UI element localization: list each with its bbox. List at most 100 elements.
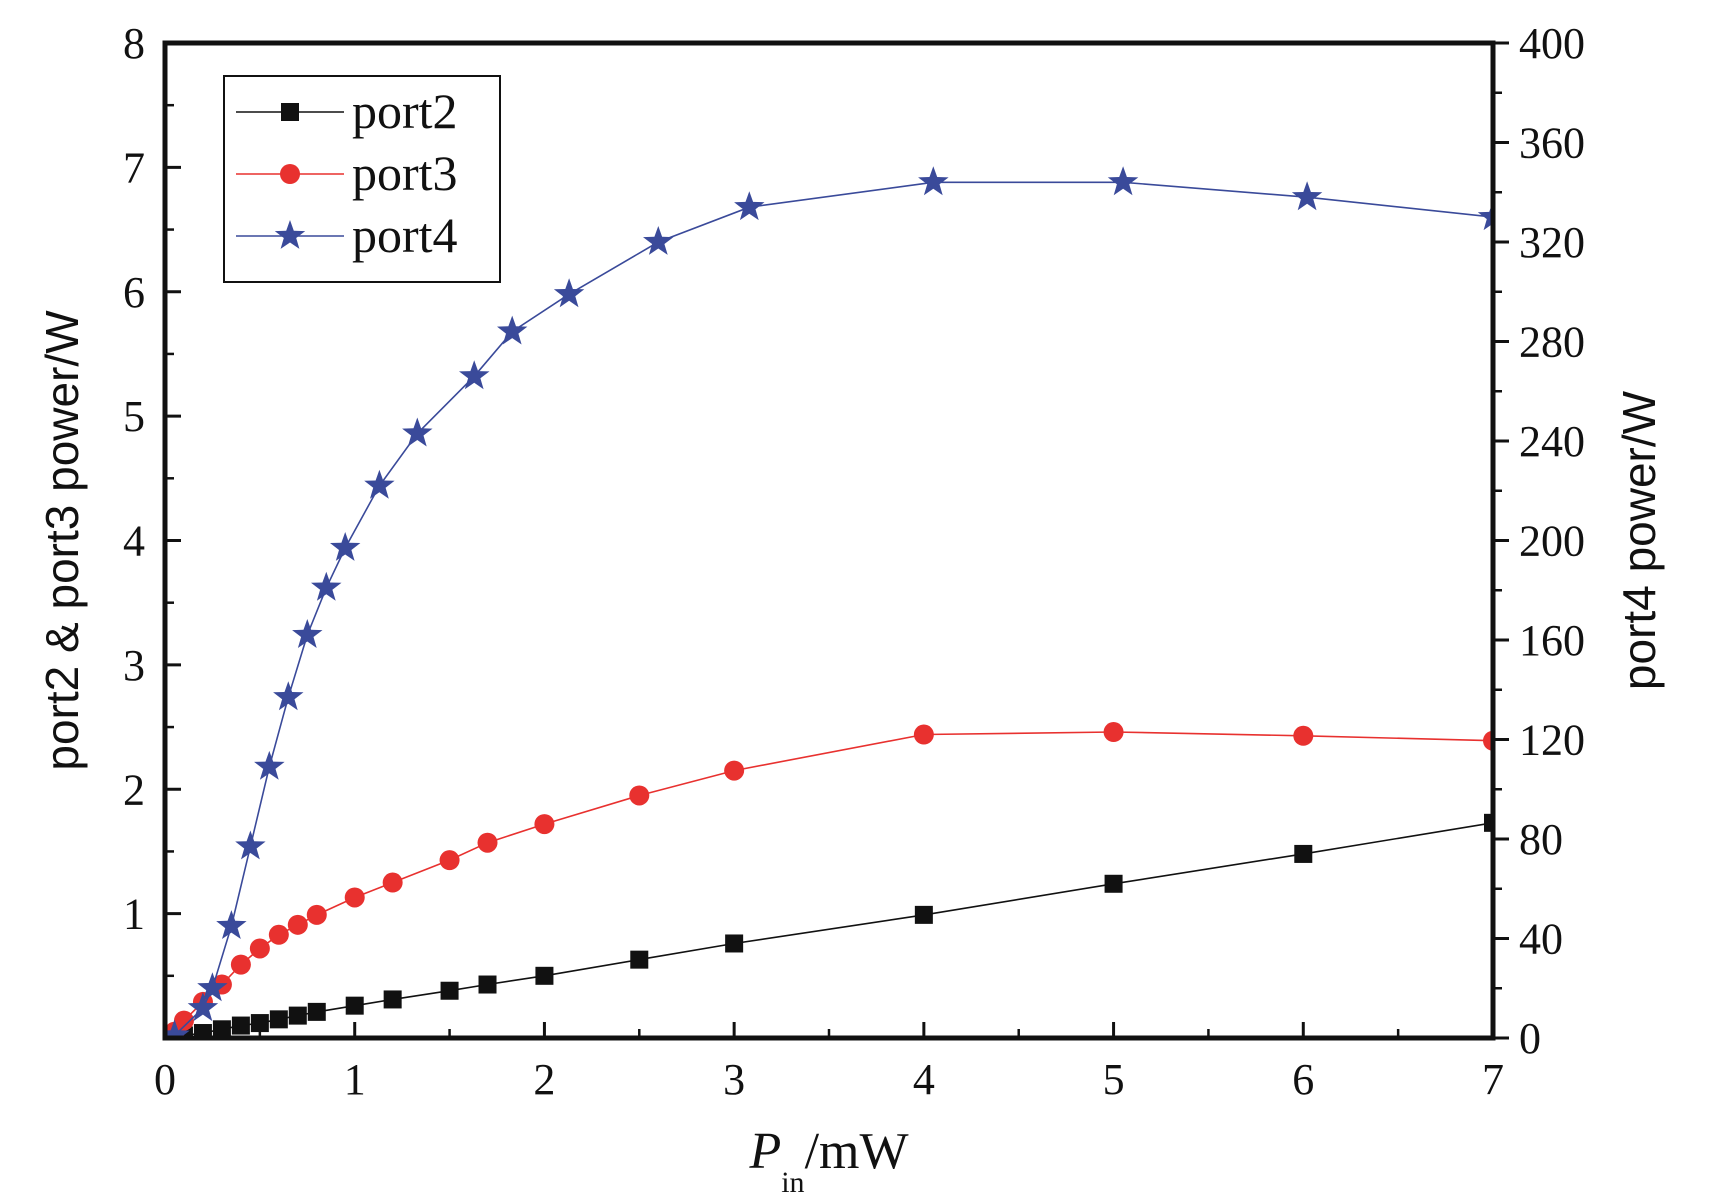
x-tick-label: 7 [1482,1055,1504,1104]
data-point-port4 [292,619,323,648]
data-point-port4 [553,278,585,308]
x-tick-label: 1 [344,1055,366,1104]
y-right-tick-label: 80 [1519,815,1563,864]
data-point-port2 [288,1006,307,1025]
data-point-port2 [1294,844,1313,863]
y-left-tick-label: 4 [123,517,145,566]
x-tick-label: 4 [913,1055,935,1104]
data-point-port3 [477,832,498,853]
data-point-port2 [383,990,402,1009]
data-point-port3 [268,924,289,945]
data-point-port2 [1484,813,1493,832]
x-tick-label: 3 [723,1055,745,1104]
data-point-port3 [249,938,270,959]
data-point-port2 [307,1002,326,1021]
x-axis-title: Pin/mW [748,1123,908,1194]
data-point-port4 [311,571,342,601]
data-point-port3 [173,1010,194,1031]
y-left-tick-label: 6 [123,268,145,317]
x-axis-title-unit: /mW [805,1123,909,1180]
legend-box [223,75,501,283]
data-point-port4 [216,910,247,939]
series-line-port4 [173,181,1493,1037]
data-point-port4 [734,191,765,221]
x-axis-title-main: P [748,1123,781,1180]
data-point-port3 [287,914,308,935]
data-point-port4 [165,1019,190,1038]
data-point-port4 [187,992,219,1022]
y-right-tick-label: 400 [1519,19,1585,68]
y-right-tick-label: 160 [1519,616,1585,665]
series-line-port3 [173,731,1493,1033]
data-point-port2 [231,1016,250,1035]
data-point-port2 [212,1020,231,1038]
data-point-port2 [250,1014,269,1033]
data-point-port3 [1103,722,1124,743]
data-point-port2 [914,905,933,924]
data-point-port2 [193,1024,212,1038]
y-right-tick-label: 360 [1519,119,1585,168]
y-right-tick-label: 0 [1519,1014,1541,1063]
data-point-port2 [440,981,459,1000]
data-point-port4 [643,226,674,255]
y-right-tick-label: 200 [1519,517,1585,566]
data-point-port4 [497,315,528,345]
legend-item-port4: port4 [236,207,458,263]
data-point-port3 [344,887,365,908]
data-point-port4 [918,166,949,196]
data-point-port3 [439,850,460,871]
data-point-port3 [382,872,403,893]
series-layer [165,166,1493,1038]
y-left-tick-label: 7 [123,143,145,192]
data-point-port2 [630,950,649,969]
legend-marker [281,103,299,121]
y-right-tick-label: 120 [1519,716,1585,765]
y-left-tick-label: 3 [123,641,145,690]
legend-label: port2 [352,83,458,139]
legend-marker [274,220,306,249]
data-point-port2 [1104,874,1123,893]
data-point-port3 [724,760,745,781]
data-point-port4 [197,972,228,1002]
data-point-port3 [534,814,555,835]
y-left-tick-label: 8 [123,19,145,68]
y-left-tick-label: 1 [123,890,145,939]
data-point-port2 [269,1010,288,1029]
plot-frame [162,40,1496,1041]
series-port2 [165,813,1493,1038]
legend-item-port3: port3 [236,145,458,201]
data-point-port4 [459,360,490,390]
data-point-port4 [1107,166,1139,196]
data-point-port2 [535,966,554,985]
legend-label: port3 [352,145,458,201]
data-point-port3 [230,954,251,975]
data-point-port4 [254,750,285,780]
data-point-port3 [306,904,327,925]
y-left-tick-label: 2 [123,765,145,814]
x-tick-label: 5 [1103,1055,1125,1104]
data-point-port2 [725,934,744,953]
series-port3 [165,722,1493,1038]
tick-labels: 0 1 2 3 4 5 6 712345678040801201602002402803203… [123,19,1585,1104]
y-right-tick-label: 40 [1519,915,1563,964]
y-axis-right-title: port4 power/W [1613,390,1665,690]
x-tick-label: 0 [154,1055,176,1104]
data-point-port4 [1477,201,1493,231]
data-point-port3 [629,785,650,806]
legend: port2 port3 port4 [223,75,501,283]
x-tick-label: 2 [533,1055,555,1104]
data-point-port4 [1291,181,1323,211]
legend-item-port2: port2 [236,83,458,139]
data-point-port3 [1293,725,1314,746]
data-point-port4 [330,532,361,561]
data-point-port3 [913,724,934,745]
y-axis-left-title: port2 & port3 power/W [36,310,88,771]
data-point-port2 [345,996,364,1015]
data-point-port4 [273,681,304,711]
y-right-tick-label: 280 [1519,318,1585,367]
x-axis-title-sub: in [781,1166,804,1194]
y-right-tick-label: 240 [1519,417,1585,466]
data-point-port4 [402,417,433,447]
data-point-port2 [478,975,497,994]
